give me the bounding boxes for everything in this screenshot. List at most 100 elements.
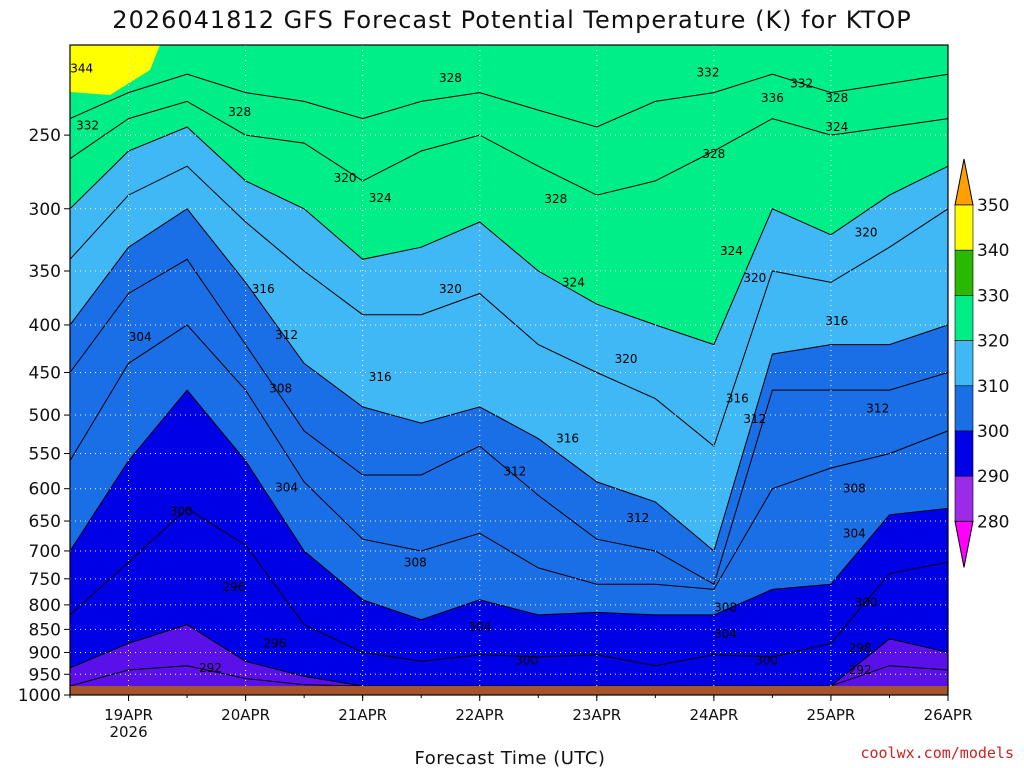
- ground-fill: [70, 686, 948, 695]
- colorbar-arrow-top: [954, 158, 974, 206]
- isentrope-296: [69, 624, 949, 687]
- colorbar-swatch: [954, 295, 974, 341]
- colorbar-swatch: [954, 340, 974, 387]
- colorbar-label: 340: [977, 241, 1009, 261]
- contour-label: 320: [439, 282, 462, 296]
- colorbar-label: 350: [977, 196, 1009, 216]
- y-tick-label: 250: [29, 126, 61, 146]
- contour-label: 316: [726, 392, 749, 406]
- x-tick-label: 21APR: [338, 706, 387, 724]
- colorbar: 350 340 330 320 310 300 290 280: [954, 158, 1009, 568]
- contour-label: 316: [369, 370, 392, 384]
- terrain: [70, 686, 948, 695]
- contour-label: 324: [825, 120, 848, 134]
- colorbar-label: 290: [977, 467, 1009, 487]
- contour-label: 328: [544, 192, 567, 206]
- y-tick-label: 500: [29, 406, 61, 426]
- x-tick-label: 19APR: [104, 706, 153, 724]
- contour-label: 296: [263, 636, 286, 650]
- contour-label: 292: [849, 663, 872, 677]
- x-tick-label: 24APR: [689, 706, 738, 724]
- x-tick-label: 26APR: [924, 706, 973, 724]
- isentrope-312: [69, 258, 949, 585]
- y-tick-label: 900: [29, 643, 61, 663]
- plot-frame: [69, 44, 949, 696]
- colorbar-swatch: [954, 385, 974, 432]
- credit-text: coolwx.com/models: [860, 744, 1014, 762]
- contour-label: 304: [129, 330, 152, 344]
- contour-label: 300: [755, 653, 778, 667]
- contour-label: 300: [515, 653, 538, 667]
- contour-label: 316: [825, 314, 848, 328]
- isentrope-304: [69, 389, 949, 621]
- contour-label: 336: [761, 91, 784, 105]
- colorbar-label: 280: [977, 512, 1009, 532]
- y-tick-label: 950: [29, 665, 61, 685]
- contour-label: 328: [702, 147, 725, 161]
- contour-label: 324: [369, 191, 392, 205]
- isentrope-300: [69, 507, 949, 667]
- x-tick-sublabel: 2026: [109, 723, 147, 741]
- contour-label: 296: [222, 580, 245, 594]
- contour-label: 312: [743, 412, 766, 426]
- y-tick-label: 550: [29, 445, 61, 465]
- contour-label: 328: [228, 105, 251, 119]
- contour-label: 324: [720, 244, 743, 258]
- contour-label: 328: [439, 71, 462, 85]
- contour-label: 320: [334, 171, 357, 185]
- contour-label: 332: [76, 118, 99, 132]
- isentrope-324: [69, 126, 949, 346]
- colorbar-arrow-bottom: [954, 520, 974, 568]
- contour-label: 304: [275, 480, 298, 494]
- contour-label: 308: [404, 555, 427, 569]
- isentrope-lines: [69, 73, 949, 687]
- y-tick-label: 1000: [18, 686, 61, 706]
- y-tick-label: 750: [29, 570, 61, 590]
- contour-label: 304: [468, 620, 491, 634]
- y-tick-label: 300: [29, 200, 61, 220]
- y-tick-label: 450: [29, 364, 61, 384]
- contour-label: 308: [843, 482, 866, 496]
- contour-label: 332: [697, 65, 720, 79]
- contour-label: 298: [849, 641, 872, 655]
- contour-label: 308: [269, 381, 292, 395]
- contour-label: 316: [556, 432, 579, 446]
- contour-label: 344: [70, 62, 93, 76]
- contour-label: 292: [199, 661, 222, 675]
- chart-title: 2026041812 GFS Forecast Potential Temper…: [112, 6, 911, 34]
- contour-label: 304: [843, 526, 866, 540]
- colorbar-label: 320: [977, 332, 1009, 352]
- y-tick-label: 350: [29, 262, 61, 282]
- x-tick-label: 20APR: [221, 706, 270, 724]
- contour-label: 300: [855, 595, 878, 609]
- contour-label: 312: [275, 328, 298, 342]
- x-tick-label: 25APR: [807, 706, 856, 724]
- x-tick-label: 23APR: [572, 706, 621, 724]
- colorbar-swatch: [954, 475, 974, 522]
- isentrope-320: [69, 165, 949, 447]
- contour-label: 324: [562, 275, 585, 289]
- contour-label: 312: [626, 511, 649, 525]
- y-tick-label: 850: [29, 620, 61, 640]
- colorbar-label: 300: [977, 422, 1009, 442]
- contour-label: 320: [855, 225, 878, 239]
- band-fill-332: [70, 45, 948, 127]
- contour-label: 316: [252, 282, 275, 296]
- y-tick-label: 400: [29, 316, 61, 336]
- y-axis: 250 300 350 400 450 500 550 600 650 700 750 800 850 9…: [18, 126, 70, 706]
- y-tick-label: 800: [29, 596, 61, 616]
- isentrope-308: [69, 324, 949, 590]
- contour-label: 312: [866, 402, 889, 416]
- contour-label: 300: [170, 505, 193, 519]
- contour-label: 312: [503, 465, 526, 479]
- contour-label: 328: [825, 91, 848, 105]
- x-axis-title: Forecast Time (UTC): [415, 748, 606, 768]
- contour-label: 320: [615, 352, 638, 366]
- contour-label: 332: [790, 76, 813, 90]
- colorbar-label: 310: [977, 377, 1009, 397]
- y-tick-label: 600: [29, 480, 61, 500]
- y-tick-label: 700: [29, 542, 61, 562]
- isentrope-332: [69, 73, 949, 128]
